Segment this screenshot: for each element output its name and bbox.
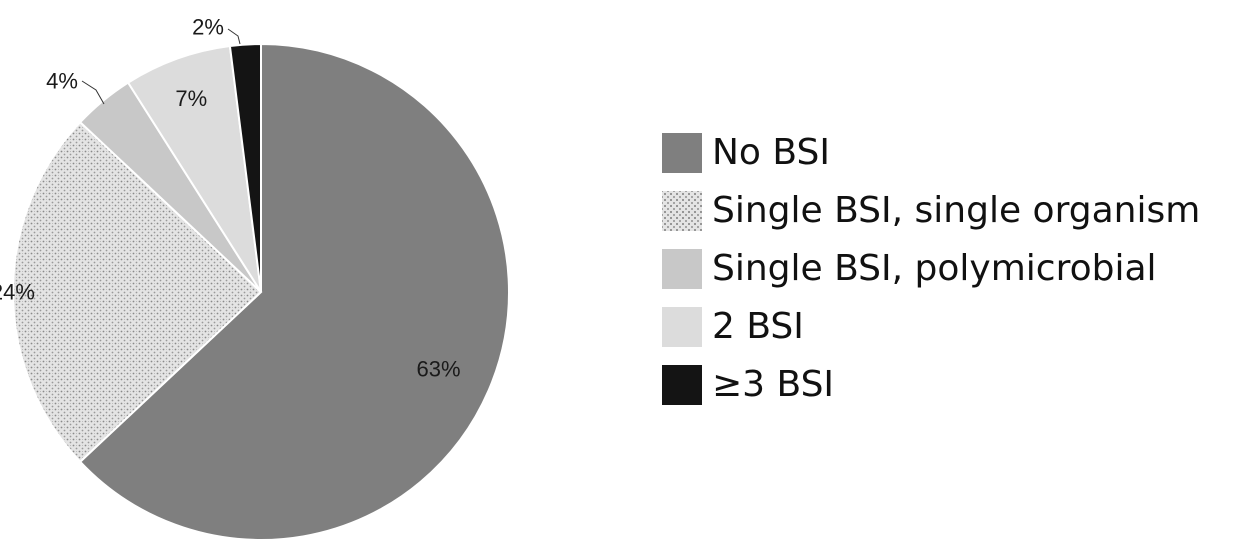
legend: No BSI Single BSI, single organism Single … [662, 124, 1200, 414]
legend-label-2: Single BSI, single organism [712, 190, 1201, 231]
legend-item-4: 2 BSI [662, 298, 1200, 356]
legend-swatch-2 [662, 191, 702, 231]
leader-line-5 [227, 28, 241, 45]
pie-slice-1 [78, 42, 510, 541]
slice-labels: 63% 24% 4% 7% 2% [0, 15, 461, 382]
slice-label-4: 7% [175, 86, 207, 111]
leader-lines [81, 28, 241, 105]
slice-label-2: 24% [0, 280, 35, 305]
legend-item-3: Single BSI, polymicrobial [662, 240, 1200, 298]
legend-label-1: No BSI [712, 132, 830, 173]
pie-slice-5 [228, 42, 262, 293]
pie-slices [12, 42, 510, 541]
legend-item-2: Single BSI, single organism [662, 182, 1200, 240]
pie-slice-2 [12, 120, 263, 464]
pie-slice-4 [126, 44, 262, 293]
slice-label-1: 63% [417, 356, 461, 381]
legend-label-4: 2 BSI [712, 306, 804, 347]
legend-label-5: ≥3 BSI [712, 364, 835, 405]
legend-swatch-4 [662, 307, 702, 347]
leader-line-3 [81, 80, 105, 105]
slice-label-5: 2% [192, 15, 224, 40]
legend-swatch-5 [662, 365, 702, 405]
legend-swatch-3 [662, 249, 702, 289]
legend-label-3: Single BSI, polymicrobial [712, 248, 1157, 289]
legend-item-1: No BSI [662, 124, 1200, 182]
slice-label-3: 4% [46, 69, 78, 94]
legend-swatch-1 [662, 133, 702, 173]
legend-item-5: ≥3 BSI [662, 356, 1200, 414]
